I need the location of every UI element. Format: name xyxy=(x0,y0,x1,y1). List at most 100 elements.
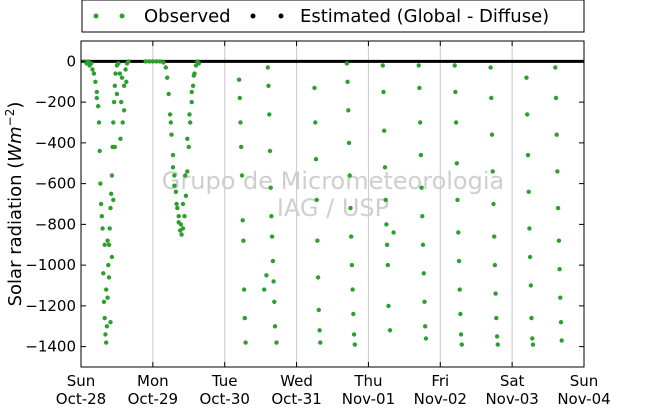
y-axis-label: Solar radiation (Wm−2) xyxy=(3,102,26,307)
observed-point xyxy=(119,75,125,80)
watermark-line-2: IAG / USP xyxy=(277,194,389,222)
observed-point xyxy=(167,112,173,117)
observed-point xyxy=(346,108,351,113)
observed-point xyxy=(526,189,531,194)
observed-point xyxy=(186,144,191,150)
observed-point xyxy=(318,340,323,345)
observed-point xyxy=(493,291,498,296)
observed-point xyxy=(94,95,100,101)
observed-point xyxy=(165,75,170,80)
observed-point xyxy=(109,173,115,178)
series-observed xyxy=(82,59,564,347)
observed-point xyxy=(272,324,278,329)
observed-point xyxy=(106,242,112,247)
observed-point xyxy=(345,79,350,85)
observed-point xyxy=(147,59,152,64)
observed-point xyxy=(90,67,95,72)
observed-point xyxy=(422,299,427,304)
observed-point xyxy=(421,271,426,276)
observed-point xyxy=(120,120,125,125)
observed-point xyxy=(108,320,113,325)
observed-point xyxy=(242,315,247,321)
y-tick-label: −1000 xyxy=(25,256,76,274)
observed-point xyxy=(98,201,104,207)
observed-point xyxy=(489,132,495,137)
observed-point xyxy=(530,336,535,341)
observed-point xyxy=(105,238,110,243)
observed-point xyxy=(553,65,558,70)
observed-point xyxy=(189,99,194,105)
observed-point xyxy=(313,120,318,125)
observed-point xyxy=(351,311,356,317)
y-tick-label: −1200 xyxy=(25,297,76,315)
observed-point xyxy=(529,315,534,321)
observed-point xyxy=(94,89,100,95)
observed-point xyxy=(559,338,564,343)
observed-point xyxy=(176,214,181,219)
observed-point xyxy=(262,287,267,292)
observed-point xyxy=(527,226,532,231)
observed-point xyxy=(121,108,127,113)
observed-point xyxy=(237,95,242,101)
observed-point xyxy=(190,83,196,89)
observed-point xyxy=(349,234,354,239)
observed-point xyxy=(102,315,107,321)
observed-point xyxy=(157,59,163,64)
observed-point xyxy=(236,77,242,82)
observed-point xyxy=(417,85,422,91)
x-tick-date: Oct-29 xyxy=(128,390,178,408)
y-tick-label: −400 xyxy=(35,134,76,152)
observed-point xyxy=(525,112,530,117)
observed-point xyxy=(185,169,190,174)
observed-point xyxy=(453,89,458,95)
observed-point xyxy=(161,60,166,65)
observed-point xyxy=(241,238,246,243)
observed-point xyxy=(172,173,177,178)
observed-point xyxy=(313,157,319,162)
y-axis-label-exponent: −2 xyxy=(3,109,17,127)
observed-point xyxy=(456,230,461,235)
observed-point xyxy=(558,295,563,300)
observed-point xyxy=(491,201,496,207)
observed-point xyxy=(525,152,531,158)
observed-point xyxy=(530,342,536,347)
observed-point xyxy=(267,148,273,154)
observed-point xyxy=(458,311,463,317)
observed-point xyxy=(455,197,460,203)
observed-point xyxy=(169,132,174,137)
x-tick-day: Mon xyxy=(137,372,169,390)
observed-point xyxy=(241,287,247,292)
observed-point xyxy=(111,120,116,125)
observed-point xyxy=(524,75,529,80)
x-tick-day: Sun xyxy=(67,372,96,390)
observed-point xyxy=(527,254,533,260)
observed-point xyxy=(121,83,127,89)
observed-point xyxy=(418,120,423,125)
observed-point xyxy=(126,59,131,64)
observed-point xyxy=(168,120,173,125)
observed-point xyxy=(106,275,112,280)
observed-point xyxy=(553,95,559,101)
observed-point xyxy=(179,232,184,237)
observed-point xyxy=(104,340,109,345)
observed-point xyxy=(173,189,179,194)
observed-point xyxy=(187,112,192,117)
observed-point xyxy=(419,185,424,190)
observed-point xyxy=(104,287,109,292)
observed-point xyxy=(416,63,421,68)
legend-estimated-label: Estimated (Global - Diffuse) xyxy=(300,6,549,27)
observed-point xyxy=(107,226,112,231)
observed-point xyxy=(101,299,107,304)
observed-point xyxy=(381,89,386,95)
observed-point xyxy=(265,65,270,70)
observed-point xyxy=(494,315,499,321)
observed-point xyxy=(239,173,245,178)
observed-point xyxy=(492,262,498,268)
observed-point xyxy=(104,324,110,329)
observed-point xyxy=(423,324,428,329)
observed-point xyxy=(166,91,171,97)
observed-point xyxy=(457,287,462,292)
observed-point xyxy=(269,234,275,239)
observed-point xyxy=(459,342,464,347)
